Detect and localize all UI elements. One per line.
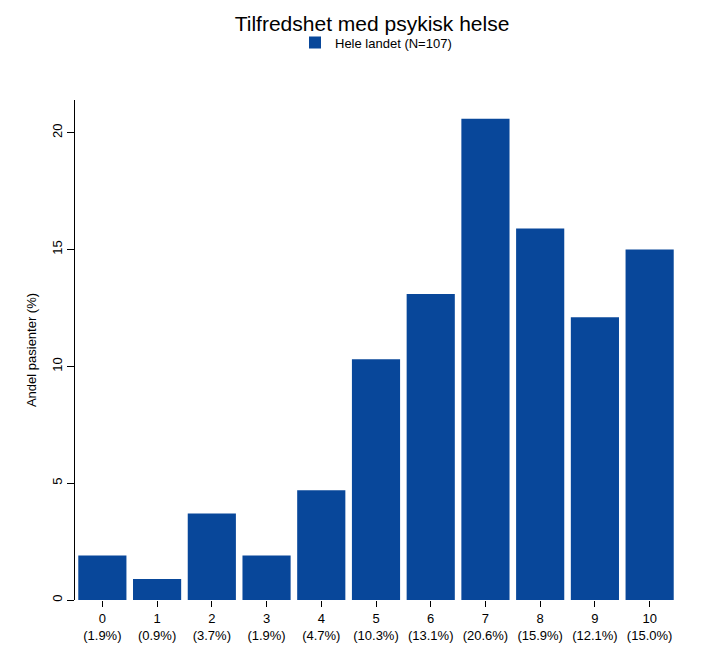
- svg-text:Hele landet (N=107): Hele landet (N=107): [335, 36, 452, 51]
- svg-text:15: 15: [50, 240, 65, 254]
- svg-text:10: 10: [50, 357, 65, 371]
- svg-text:0(1.9%): 0(1.9%): [83, 611, 121, 643]
- svg-text:Tilfredshet med psykisk helse: Tilfredshet med psykisk helse: [235, 12, 510, 35]
- svg-text:0: 0: [50, 594, 65, 601]
- svg-text:Andel pasienter (%): Andel pasienter (%): [24, 293, 39, 407]
- svg-text:20: 20: [50, 124, 65, 138]
- svg-text:10(15.0%): 10(15.0%): [627, 611, 673, 643]
- svg-text:4(4.7%): 4(4.7%): [302, 611, 340, 643]
- svg-text:7(20.6%): 7(20.6%): [463, 611, 509, 643]
- svg-text:8(15.9%): 8(15.9%): [517, 611, 563, 643]
- svg-text:9(12.1%): 9(12.1%): [572, 611, 618, 643]
- svg-text:2(3.7%): 2(3.7%): [193, 611, 231, 643]
- svg-text:5: 5: [50, 478, 65, 485]
- svg-text:1(0.9%): 1(0.9%): [138, 611, 176, 643]
- svg-text:3(1.9%): 3(1.9%): [247, 611, 285, 643]
- svg-text:5(10.3%): 5(10.3%): [353, 611, 399, 643]
- svg-text:6(13.1%): 6(13.1%): [408, 611, 454, 643]
